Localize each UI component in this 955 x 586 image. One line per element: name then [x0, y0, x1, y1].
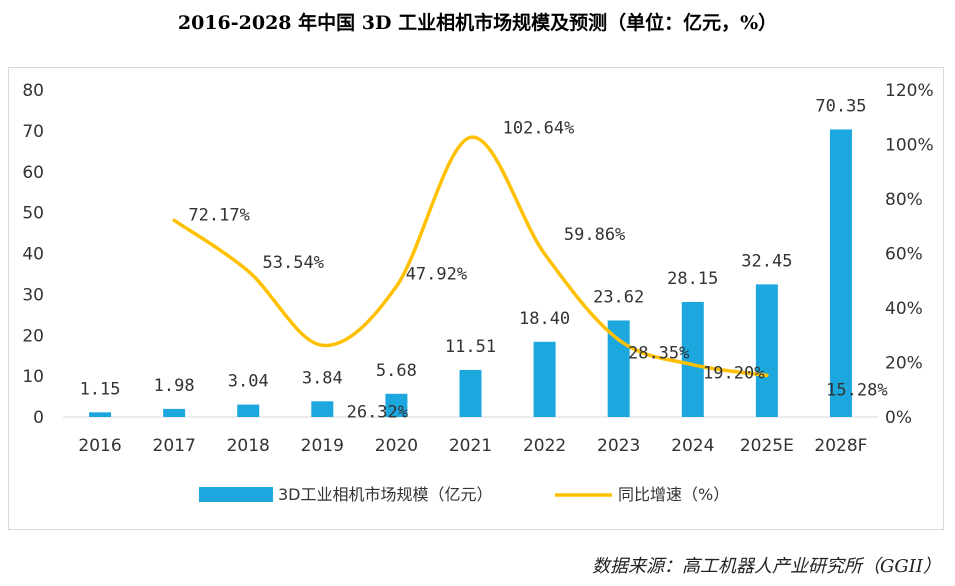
y-left-tick-label: 60 — [22, 163, 44, 183]
x-tick-label: 2025E — [740, 436, 794, 456]
x-tick-label: 2016 — [78, 436, 121, 456]
x-axis: 2016 2017 2018 2019 2020 2021 2022 2023 2024 2025… — [63, 416, 878, 456]
chart-title: 2016-2028 年中国 3D 工业相机市场规模及预测（单位：亿元，%） — [177, 12, 778, 34]
y-left-tick-label: 30 — [22, 285, 44, 305]
line-data-label: 28.35% — [628, 344, 689, 364]
bar — [755, 284, 778, 417]
growth-rate-line — [172, 135, 769, 378]
y-left-tick-label: 70 — [22, 122, 44, 142]
right-axis: 0% 20% 40% 60% 80% 100% 120% — [885, 81, 934, 428]
y-right-tick-label: 40% — [885, 299, 923, 319]
bar-data-label: 28.15 — [667, 269, 718, 289]
y-right-tick-label: 80% — [885, 190, 923, 210]
y-left-tick-label: 0 — [33, 408, 44, 428]
line-data-label: 59.86% — [564, 225, 625, 245]
bar — [89, 412, 112, 417]
x-tick-label: 2017 — [153, 436, 196, 456]
x-tick-label: 2024 — [671, 436, 714, 456]
bar-data-label: 5.68 — [376, 361, 417, 381]
line-data-label: 72.17% — [188, 205, 249, 225]
line-data-label: 15.28% — [826, 380, 887, 400]
y-left-tick-label: 20 — [22, 326, 44, 346]
bar-data-label: 1.15 — [80, 379, 121, 399]
line-data-label: 26.32% — [347, 402, 408, 422]
bar — [163, 408, 186, 417]
y-left-tick-label: 80 — [22, 81, 44, 101]
bar-labels: 1.15 1.98 3.04 3.84 5.68 11.51 18.40 23.62 28.15… — [80, 96, 867, 399]
x-tick-label: 2019 — [301, 436, 344, 456]
bar-data-label: 23.62 — [593, 287, 644, 307]
y-right-tick-label: 0% — [885, 408, 912, 428]
bar — [237, 404, 260, 417]
line-data-label: 47.92% — [406, 264, 467, 284]
x-tick-label: 2028F — [814, 436, 867, 456]
line-data-label: 53.54% — [263, 253, 324, 273]
bar-data-label: 11.51 — [445, 337, 496, 357]
x-tick-label: 2023 — [597, 436, 640, 456]
y-left-tick-label: 40 — [22, 245, 44, 265]
left-axis: 0 10 20 30 40 50 60 70 80 — [22, 81, 44, 428]
line-data-label: 19.20% — [703, 364, 764, 384]
legend-bar-label: 3D工业相机市场规模（亿元） — [278, 485, 493, 504]
y-right-tick-label: 20% — [885, 354, 923, 374]
y-right-tick-label: 120% — [885, 81, 934, 101]
data-source-note: 数据来源：高工机器人产业研究所（GGII） — [592, 556, 941, 577]
bar — [829, 129, 852, 417]
bar — [681, 301, 704, 417]
x-tick-label: 2020 — [375, 436, 418, 456]
y-right-tick-label: 60% — [885, 245, 923, 265]
bar — [459, 369, 482, 417]
legend-bar-swatch — [199, 487, 273, 502]
bar — [533, 341, 556, 417]
bar-data-label: 3.04 — [228, 372, 269, 392]
line-series — [172, 135, 769, 378]
bar — [385, 393, 408, 417]
legend-line-label: 同比增速（%） — [618, 485, 729, 504]
y-right-tick-label: 100% — [885, 136, 934, 156]
line-data-label: 102.64% — [503, 118, 575, 138]
x-tick-label: 2018 — [227, 436, 270, 456]
x-tick-label: 2021 — [449, 436, 492, 456]
bar-data-label: 18.40 — [519, 309, 570, 329]
x-tick-label: 2022 — [523, 436, 566, 456]
bar-data-label: 3.84 — [302, 368, 343, 388]
y-left-tick-label: 10 — [22, 367, 44, 387]
y-left-tick-label: 50 — [22, 204, 44, 224]
bar-data-label: 32.45 — [741, 251, 792, 271]
legend: 3D工业相机市场规模（亿元） 同比增速（%） — [199, 485, 729, 504]
bar-data-label: 70.35 — [815, 96, 866, 116]
bar — [311, 401, 334, 417]
chart-frame — [8, 67, 944, 530]
bar-data-label: 1.98 — [154, 376, 195, 396]
line-labels: 72.17% 53.54% 26.32% 47.92% 102.64% 59.86% 28.… — [188, 118, 887, 422]
